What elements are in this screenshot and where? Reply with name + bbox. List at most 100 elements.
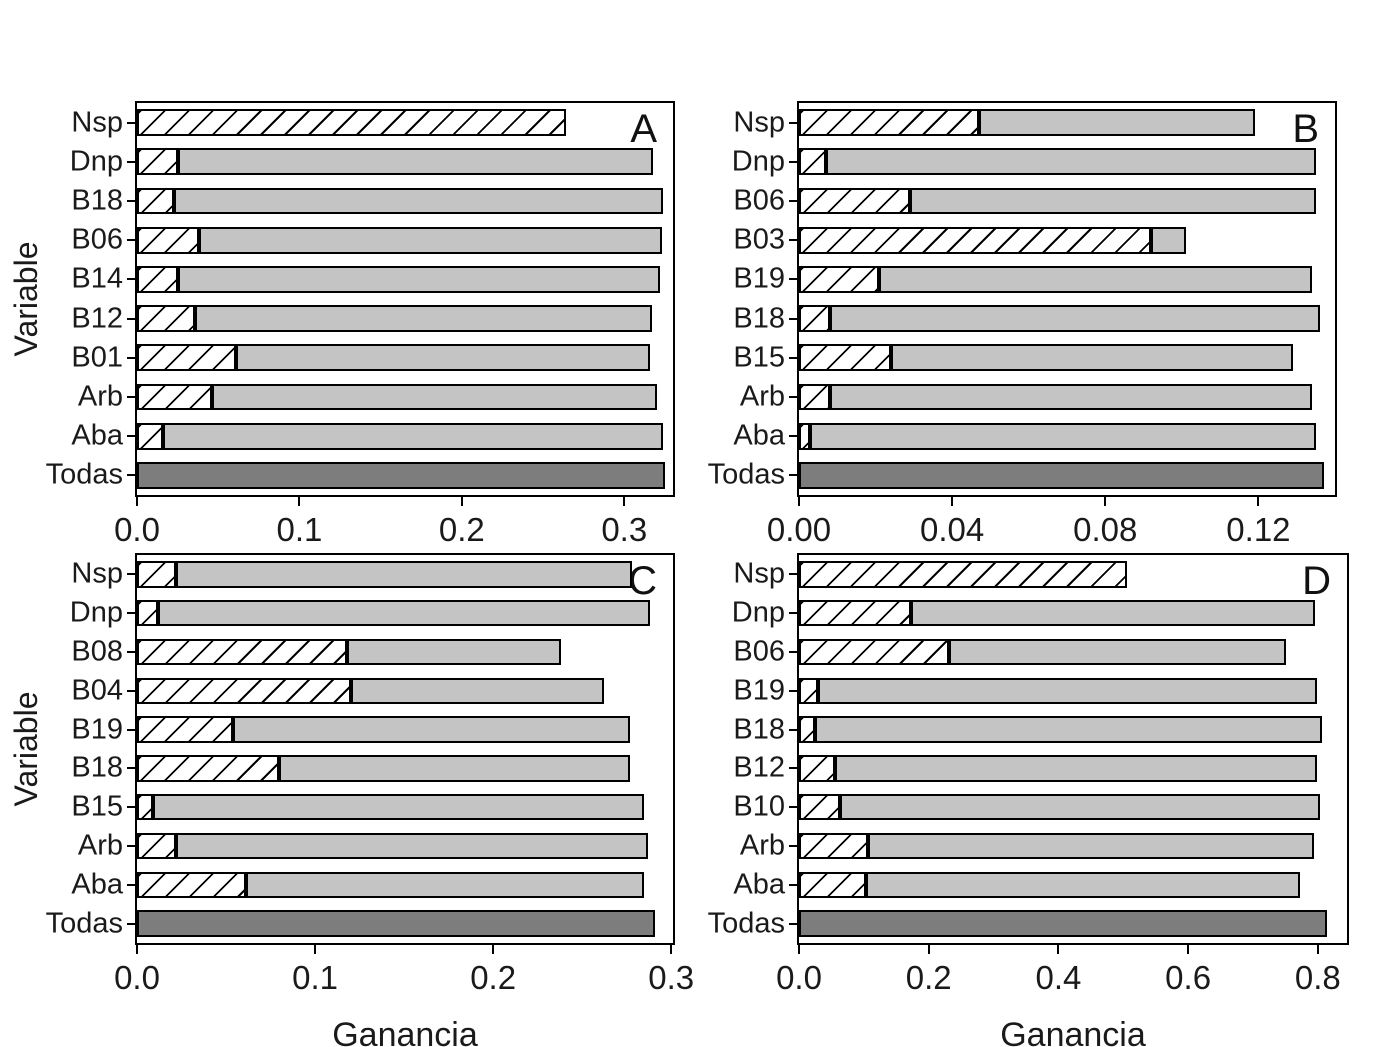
bar-segment-hatched — [137, 422, 163, 450]
y-tick — [789, 317, 798, 320]
x-tick-label: 0.1 — [292, 959, 338, 996]
x-tick — [1316, 945, 1319, 954]
bar-row-arb: Arb — [740, 827, 1347, 866]
plot-area: D Nsp Dnp B06 B19 B18 B12 B10 Arb Aba Todas 0.0 0.2… — [708, 553, 1349, 994]
bar-segment-hatched — [137, 305, 196, 332]
y-tick — [789, 239, 798, 242]
x-tick-label: 0.0 — [776, 959, 822, 996]
bar-segment-dark — [137, 462, 665, 489]
panel-letter: A — [630, 107, 657, 151]
x-tick — [623, 497, 626, 506]
category-label: Todas — [45, 458, 123, 491]
category-label: Dnp — [69, 145, 123, 178]
bar-segment-gray — [233, 716, 631, 743]
y-tick — [127, 806, 136, 809]
bar-segment-hatched — [799, 109, 979, 136]
panel-C: Variable C Nsp Dnp B08 B04 B19 B18 B15 Arb Aba To… — [0, 547, 694, 1047]
bar-row-dnp: Dnp — [70, 142, 673, 181]
y-tick — [127, 728, 136, 731]
bar-segment-gray — [153, 794, 645, 821]
bar-segment-gray — [177, 266, 660, 293]
y-axis-title: Variable — [8, 691, 44, 807]
x-tick-label: 0.0 — [114, 959, 160, 996]
bar-segment-hatched — [137, 677, 351, 704]
category-label: B06 — [733, 635, 785, 668]
bar-segment-gray — [868, 832, 1314, 860]
y-tick — [789, 767, 798, 770]
bar-row-b19: B19 — [733, 671, 1347, 710]
category-label: Nsp — [71, 106, 123, 139]
category-label: Todas — [707, 907, 785, 940]
bar-segment-gray — [195, 305, 652, 332]
plot-area: A Nsp Dnp B18 B06 B14 B12 B01 Arb Aba Todas 0.0 0.1… — [46, 101, 675, 546]
bar-row-dnp: Dnp — [732, 142, 1335, 181]
x-tick-label: 0.3 — [601, 511, 648, 548]
x-tick — [798, 497, 800, 506]
category-label: B19 — [733, 262, 785, 295]
y-tick — [789, 650, 798, 653]
x-tick-label: 0.0 — [114, 511, 160, 548]
y-tick — [127, 844, 136, 847]
bar-segment-gray — [834, 755, 1318, 782]
bar-segment-hatched — [799, 832, 869, 860]
y-tick — [127, 160, 136, 163]
y-tick — [127, 650, 136, 653]
x-tick-label: 0.1 — [276, 511, 323, 548]
y-tick — [789, 160, 798, 163]
bar-segment-gray — [949, 638, 1287, 666]
bar-segment-gray — [350, 677, 604, 704]
bar-row-nsp: Nsp — [71, 555, 673, 594]
category-label: B01 — [71, 341, 123, 374]
y-tick — [127, 767, 136, 770]
bar-row-b18: B18 — [733, 299, 1335, 338]
bar-row-nsp: Nsp — [71, 103, 673, 142]
bar-row-b12: B12 — [733, 749, 1347, 788]
y-tick — [127, 121, 136, 124]
category-label: Arb — [77, 380, 123, 413]
bar-segment-hatched — [137, 148, 178, 176]
bar-segment-hatched — [799, 305, 830, 332]
bar-segment-dark — [137, 910, 656, 937]
bar-row-dnp: Dnp — [70, 594, 673, 633]
category-label: B03 — [733, 223, 785, 256]
bar-segment-hatched — [137, 832, 177, 860]
bar-row-b18: B18 — [733, 710, 1347, 749]
x-tick-label: 0.04 — [920, 511, 985, 548]
x-tick-label: 0.3 — [648, 959, 695, 996]
x-tick-label: 0.6 — [1165, 959, 1212, 996]
bar-row-b03: B03 — [733, 221, 1335, 260]
bar-row-todas: Todas — [46, 456, 673, 495]
y-tick — [789, 806, 798, 809]
bar-row-b06: B06 — [733, 633, 1347, 672]
bar-segment-hatched — [799, 677, 819, 704]
bar-row-b06: B06 — [733, 181, 1335, 220]
bar-segment-gray — [978, 109, 1255, 136]
y-tick — [127, 199, 136, 202]
bar-segment-hatched — [799, 794, 840, 821]
bar-segment-dark — [799, 910, 1327, 937]
panel-letter: B — [1292, 107, 1319, 151]
category-label: Nsp — [71, 557, 123, 590]
bar-segment-gray — [198, 226, 662, 254]
bar-row-aba: Aba — [733, 865, 1347, 904]
panel-letter: C — [628, 559, 657, 603]
category-label: Arb — [77, 829, 123, 862]
x-tick — [927, 945, 930, 954]
category-label: B12 — [733, 751, 785, 784]
bar-row-b14: B14 — [71, 260, 673, 299]
x-tick — [1057, 945, 1060, 954]
category-label: Aba — [733, 419, 785, 452]
category-label: B18 — [71, 184, 123, 217]
category-label: B18 — [733, 302, 785, 335]
y-tick — [127, 922, 136, 925]
category-label: B15 — [733, 341, 785, 374]
bar-segment-dark — [799, 462, 1324, 489]
bar-segment-hatched — [137, 344, 237, 372]
bar-row-arb: Arb — [740, 377, 1335, 416]
y-tick — [789, 728, 798, 731]
bar-row-b12: B12 — [71, 299, 673, 338]
x-axis-title: Ganancia — [1000, 1016, 1146, 1047]
x-tick-label: 0.08 — [1073, 511, 1138, 548]
bar-row-todas: Todas — [708, 904, 1347, 943]
category-label: B19 — [733, 674, 785, 707]
